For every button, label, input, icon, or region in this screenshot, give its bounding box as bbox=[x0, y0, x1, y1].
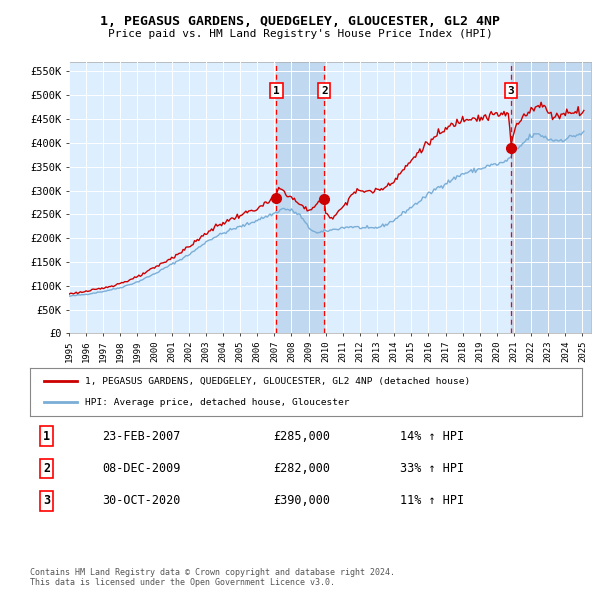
Text: 1, PEGASUS GARDENS, QUEDGELEY, GLOUCESTER, GL2 4NP (detached house): 1, PEGASUS GARDENS, QUEDGELEY, GLOUCESTE… bbox=[85, 376, 470, 386]
Text: 2: 2 bbox=[43, 462, 50, 475]
Text: 08-DEC-2009: 08-DEC-2009 bbox=[102, 462, 180, 475]
Text: £285,000: £285,000 bbox=[273, 430, 330, 442]
Text: 14% ↑ HPI: 14% ↑ HPI bbox=[400, 430, 464, 442]
Text: 33% ↑ HPI: 33% ↑ HPI bbox=[400, 462, 464, 475]
Text: 3: 3 bbox=[508, 86, 514, 96]
Text: £390,000: £390,000 bbox=[273, 494, 330, 507]
Text: 2: 2 bbox=[321, 86, 328, 96]
Text: 11% ↑ HPI: 11% ↑ HPI bbox=[400, 494, 464, 507]
Text: HPI: Average price, detached house, Gloucester: HPI: Average price, detached house, Glou… bbox=[85, 398, 350, 407]
Bar bbox=[277, 62, 325, 333]
Text: 1: 1 bbox=[273, 86, 280, 96]
Text: Price paid vs. HM Land Registry's House Price Index (HPI): Price paid vs. HM Land Registry's House … bbox=[107, 29, 493, 39]
Text: 23-FEB-2007: 23-FEB-2007 bbox=[102, 430, 180, 442]
Text: 1: 1 bbox=[43, 430, 50, 442]
Text: Contains HM Land Registry data © Crown copyright and database right 2024.
This d: Contains HM Land Registry data © Crown c… bbox=[30, 568, 395, 587]
Bar bbox=[511, 62, 591, 333]
Text: 1, PEGASUS GARDENS, QUEDGELEY, GLOUCESTER, GL2 4NP: 1, PEGASUS GARDENS, QUEDGELEY, GLOUCESTE… bbox=[100, 15, 500, 28]
Text: 30-OCT-2020: 30-OCT-2020 bbox=[102, 494, 180, 507]
Text: 3: 3 bbox=[43, 494, 50, 507]
Text: £282,000: £282,000 bbox=[273, 462, 330, 475]
